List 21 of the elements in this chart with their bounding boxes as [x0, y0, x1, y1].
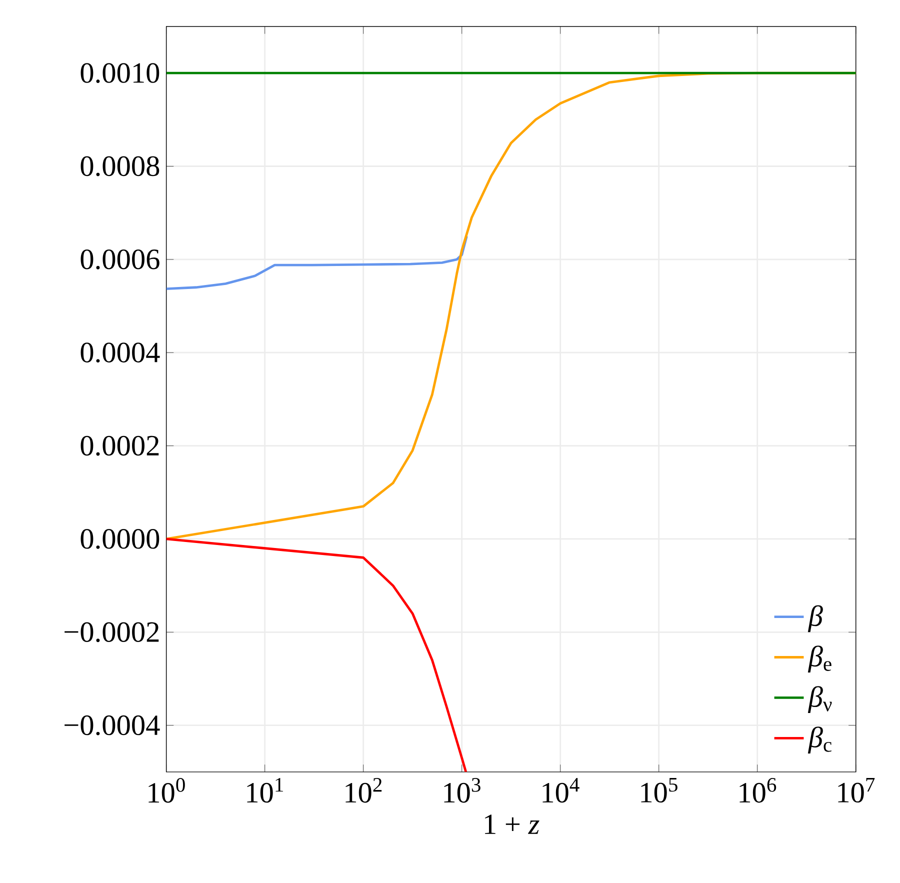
legend-label: β [808, 605, 823, 632]
legend-label: β$_{ν}$ [808, 686, 832, 714]
x-tick-label: 10$^{6}$ [740, 778, 776, 803]
y-tick-label: 0.0010 [80, 63, 160, 84]
legend-label: β$_{e}$ [808, 646, 832, 673]
x-tick-label: 10$^{7}$ [838, 778, 875, 803]
y-tick-label: 0.0000 [80, 529, 160, 550]
x-axis-title: 1 + z [485, 814, 540, 834]
y-tick-label: −0.0004 [64, 715, 160, 736]
y-tick-label: 0.0002 [80, 436, 159, 456]
y-tick-label: 0.0004 [80, 342, 160, 363]
x-tick-label: 10$^{4}$ [542, 778, 580, 803]
x-tick-label: 10$^{3}$ [444, 778, 480, 803]
y-tick-label: 0.0006 [80, 250, 160, 270]
x-tick-label: 10$^{2}$ [346, 778, 382, 803]
y-tick-label: −0.0002 [64, 622, 159, 642]
x-tick-label: 10$^{5}$ [641, 778, 678, 803]
x-tick-label: 10$^{0}$ [148, 778, 185, 803]
y-tick-label: 0.0008 [80, 156, 160, 176]
legend-label: β$_{c}$ [808, 726, 832, 754]
x-tick-label: 10$^{1}$ [247, 778, 283, 803]
